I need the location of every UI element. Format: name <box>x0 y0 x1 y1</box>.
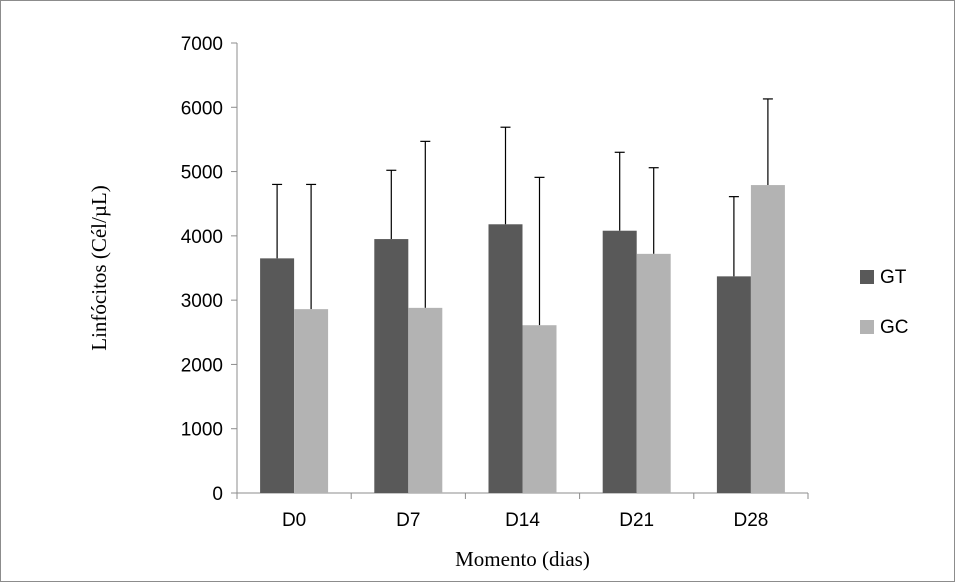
y-tick-label: 3000 <box>181 291 223 312</box>
x-tick-label: D28 <box>733 510 768 531</box>
y-tick-label: 4000 <box>181 227 223 248</box>
x-tick-label: D14 <box>505 510 540 531</box>
bar-gc <box>294 309 329 493</box>
y-tick-label: 1000 <box>181 420 223 441</box>
legend-swatch <box>860 270 874 284</box>
x-ticks: D0 D7 D14 D21 D28 <box>236 493 809 531</box>
bar-gc <box>408 307 443 493</box>
bar-gc <box>522 325 557 493</box>
legend: GT GC <box>860 267 909 338</box>
error-bars <box>272 98 773 326</box>
plot-area: 0 1000 2000 3000 4000 5000 6000 7000 D0 D7 D14 D21… <box>181 34 809 531</box>
y-tick-label: 6000 <box>181 98 223 119</box>
bar-gt <box>488 224 523 494</box>
legend-swatch <box>860 320 874 334</box>
bars <box>260 185 785 494</box>
legend-label: GC <box>880 317 909 338</box>
y-axis-title: Linfócitos (Cél/µL) <box>87 185 111 350</box>
bar-gt <box>374 239 409 493</box>
y-tick-label: 5000 <box>181 163 223 184</box>
y-ticks: 0 1000 2000 3000 4000 5000 6000 7000 <box>181 34 237 505</box>
bar-gt <box>602 230 637 493</box>
bar-gc <box>750 185 785 494</box>
legend-label: GT <box>880 267 907 288</box>
x-tick-label: D7 <box>396 510 420 531</box>
y-tick-label: 0 <box>212 484 223 505</box>
bar-gc <box>636 253 671 493</box>
x-axis-title: Momento (dias) <box>455 547 590 571</box>
bar-gt <box>260 258 295 493</box>
y-tick-label: 2000 <box>181 355 223 376</box>
y-tick-label: 7000 <box>181 34 223 55</box>
x-tick-label: D0 <box>282 510 306 531</box>
bar-gt <box>716 276 751 493</box>
x-tick-label: D21 <box>619 510 654 531</box>
